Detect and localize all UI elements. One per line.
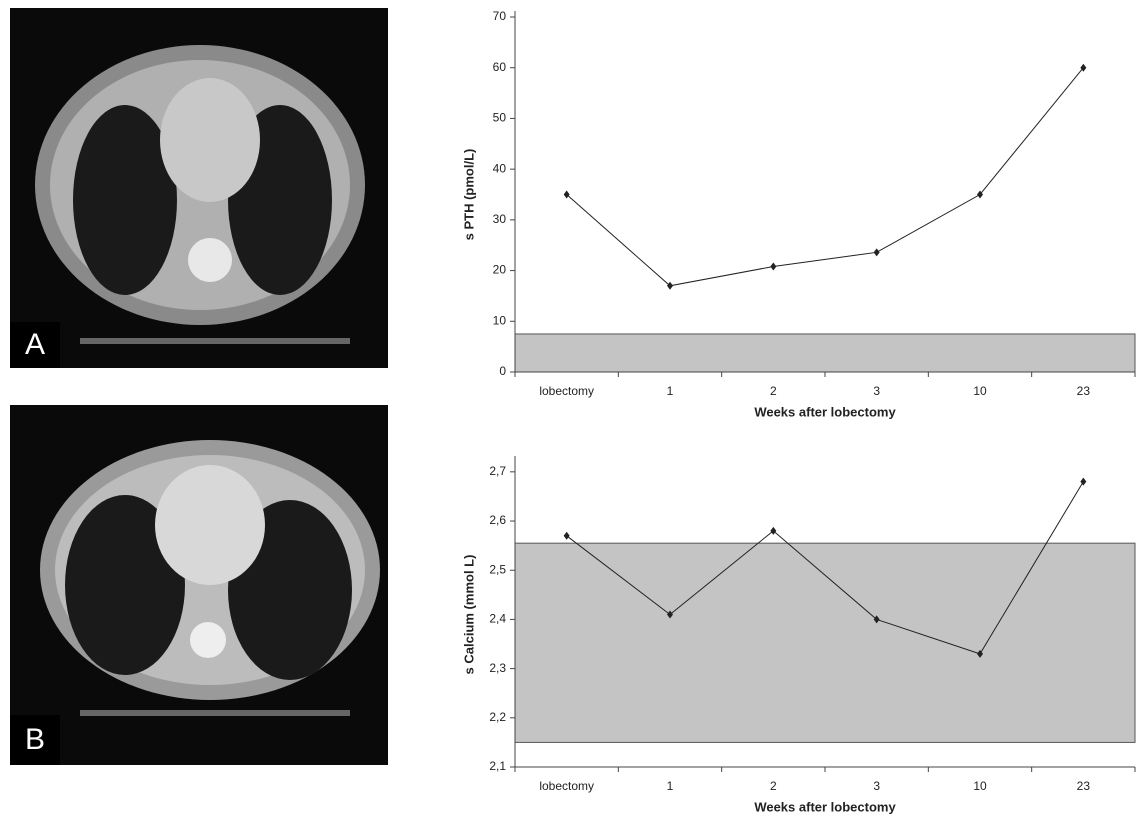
marker [667, 282, 673, 290]
marker [564, 532, 570, 540]
x-tick-label: lobectomy [539, 384, 594, 398]
marker [564, 191, 570, 199]
y-tick-label: 2,1 [489, 759, 506, 773]
y-tick-label: 2,3 [489, 661, 506, 675]
y-tick-label: 60 [493, 60, 507, 74]
figure: A B 010203040506070lobectomy1231023Weeks… [0, 0, 1137, 821]
reference-band [515, 334, 1135, 372]
marker [770, 263, 776, 271]
line [567, 68, 1084, 286]
y-axis-title: s Calcium (mmol L) [461, 555, 476, 675]
y-tick-label: 0 [499, 364, 506, 378]
x-axis-title: Weeks after lobectomy [754, 799, 896, 814]
x-tick-label: lobectomy [539, 779, 594, 793]
ct-image [10, 8, 388, 368]
x-tick-label: 23 [1077, 384, 1091, 398]
panel-label: B [25, 723, 45, 756]
y-tick-label: 2,2 [489, 710, 506, 724]
x-tick-label: 1 [667, 779, 674, 793]
x-tick-label: 10 [973, 384, 987, 398]
x-tick-label: 2 [770, 384, 777, 398]
ct-image [10, 405, 388, 765]
x-tick-label: 2 [770, 779, 777, 793]
y-tick-label: 30 [493, 212, 507, 226]
y-tick-label: 2,6 [489, 513, 506, 527]
y-tick-label: 20 [493, 263, 507, 277]
panel-label: A [25, 328, 45, 361]
y-tick-label: 50 [493, 111, 507, 125]
x-tick-label: 23 [1077, 779, 1091, 793]
marker [874, 248, 880, 256]
marker [770, 527, 776, 535]
y-tick-label: 70 [493, 9, 507, 23]
reference-band [515, 543, 1135, 742]
y-axis-title: s PTH (pmol/L) [461, 149, 476, 241]
x-tick-label: 1 [667, 384, 674, 398]
y-tick-label: 2,4 [489, 612, 506, 626]
x-tick-label: 3 [873, 779, 880, 793]
y-tick-label: 40 [493, 161, 507, 175]
x-tick-label: 10 [973, 779, 987, 793]
y-tick-label: 2,7 [489, 464, 506, 478]
x-axis-title: Weeks after lobectomy [754, 404, 896, 419]
y-tick-label: 2,5 [489, 562, 506, 576]
y-tick-label: 10 [493, 313, 507, 327]
x-tick-label: 3 [873, 384, 880, 398]
